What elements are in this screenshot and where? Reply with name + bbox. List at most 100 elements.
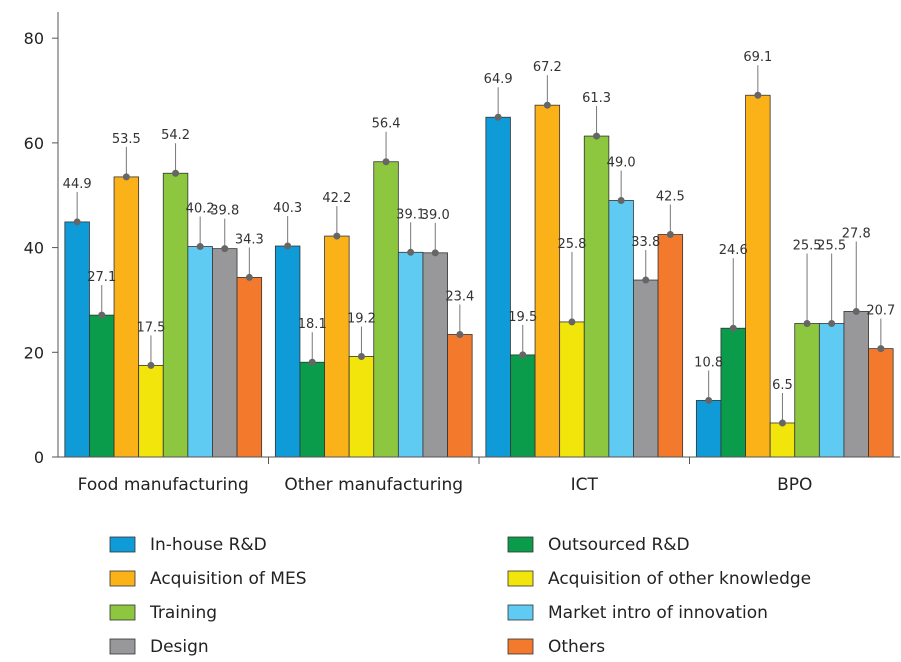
data-label: 39.0 bbox=[421, 208, 450, 223]
data-point-marker bbox=[852, 307, 860, 315]
bar bbox=[745, 94, 771, 458]
data-point-marker bbox=[617, 196, 625, 204]
legend-swatch bbox=[507, 638, 534, 655]
bar bbox=[794, 323, 820, 458]
data-label: 6.5 bbox=[772, 378, 793, 393]
data-point-marker bbox=[543, 101, 551, 109]
bar bbox=[485, 116, 511, 458]
data-label: 67.2 bbox=[533, 60, 562, 75]
bar bbox=[348, 356, 375, 458]
bar bbox=[113, 176, 140, 458]
bar bbox=[138, 364, 164, 458]
data-label: 49.0 bbox=[607, 155, 636, 170]
data-label: 27.1 bbox=[87, 270, 116, 285]
bar bbox=[373, 161, 399, 458]
data-label: 61.3 bbox=[582, 91, 611, 106]
y-tick-label: 60 bbox=[24, 134, 44, 153]
data-label: 54.2 bbox=[161, 128, 190, 143]
bar bbox=[236, 277, 263, 458]
data-label: 25.5 bbox=[817, 239, 846, 254]
bar bbox=[657, 234, 684, 458]
data-label: 69.1 bbox=[743, 50, 772, 65]
data-label: 17.5 bbox=[136, 320, 165, 335]
x-category-label: Food manufacturing bbox=[78, 475, 249, 495]
data-point-marker bbox=[333, 232, 341, 240]
legend-label: In-house R&D bbox=[150, 535, 267, 555]
data-point-marker bbox=[754, 91, 762, 99]
bar bbox=[324, 235, 350, 458]
legend-label: Acquisition of MES bbox=[150, 569, 307, 589]
bar bbox=[843, 311, 869, 458]
data-point-marker bbox=[666, 231, 674, 238]
bar bbox=[422, 252, 448, 458]
legend: In-house R&D Outsourced R&D Acquisition of… bbox=[109, 535, 811, 657]
legend-swatch bbox=[109, 604, 136, 621]
legend-swatch bbox=[507, 536, 534, 553]
data-label: 20.7 bbox=[866, 304, 895, 319]
data-point-marker bbox=[877, 345, 885, 353]
data-point-marker bbox=[122, 173, 130, 181]
data-point-marker bbox=[98, 311, 106, 319]
legend-label: Design bbox=[150, 637, 209, 657]
data-point-marker bbox=[407, 248, 415, 256]
legend-swatch bbox=[109, 570, 136, 587]
data-label: 40.3 bbox=[273, 201, 302, 216]
data-point-marker bbox=[778, 419, 786, 427]
bar bbox=[695, 400, 722, 458]
bar bbox=[397, 251, 424, 458]
data-point-marker bbox=[593, 132, 601, 140]
data-point-marker bbox=[705, 396, 713, 404]
bar bbox=[868, 348, 894, 458]
bar bbox=[583, 135, 610, 458]
data-label: 64.9 bbox=[484, 72, 513, 87]
data-point-marker bbox=[519, 351, 527, 359]
bar bbox=[818, 323, 845, 458]
data-point-marker bbox=[284, 242, 292, 250]
legend-swatch bbox=[507, 570, 534, 587]
data-label: 34.3 bbox=[235, 232, 264, 247]
x-category-label: BPO bbox=[777, 475, 812, 495]
data-point-marker bbox=[494, 113, 502, 121]
bar bbox=[534, 104, 561, 458]
y-tick-label: 40 bbox=[24, 239, 44, 258]
bar bbox=[187, 246, 213, 458]
data-label: 39.1 bbox=[396, 207, 425, 222]
data-point-marker bbox=[803, 320, 811, 327]
data-label: 40.2 bbox=[186, 202, 215, 217]
bar bbox=[212, 248, 238, 458]
bar bbox=[633, 279, 659, 458]
bar bbox=[769, 422, 796, 458]
data-label: 44.9 bbox=[63, 177, 92, 192]
data-point-marker bbox=[172, 169, 180, 177]
data-point-marker bbox=[221, 245, 229, 253]
legend-label: Outsourced R&D bbox=[548, 535, 690, 555]
data-label: 42.2 bbox=[322, 191, 351, 206]
legend-label: Market intro of innovation bbox=[548, 603, 768, 623]
data-label: 56.4 bbox=[372, 117, 401, 132]
data-label: 24.6 bbox=[719, 243, 748, 258]
data-point-marker bbox=[729, 324, 737, 332]
data-label: 19.2 bbox=[347, 311, 376, 326]
y-tick-label: 0 bbox=[34, 448, 44, 467]
bar bbox=[162, 172, 189, 458]
bar bbox=[510, 354, 536, 458]
legend-label: Acquisition of other knowledge bbox=[548, 569, 811, 589]
data-label: 25.8 bbox=[557, 237, 586, 252]
data-point-marker bbox=[642, 276, 650, 284]
y-tick-label: 20 bbox=[24, 343, 44, 362]
data-point-marker bbox=[382, 158, 390, 166]
data-point-marker bbox=[73, 218, 81, 226]
bar bbox=[447, 334, 473, 458]
data-label: 18.1 bbox=[298, 317, 327, 332]
x-category-label: Other manufacturing bbox=[284, 475, 463, 495]
data-point-marker bbox=[568, 318, 576, 326]
legend-swatch bbox=[109, 638, 136, 655]
data-label: 19.5 bbox=[508, 310, 537, 325]
data-point-marker bbox=[196, 243, 204, 251]
data-point-marker bbox=[245, 273, 253, 281]
bar bbox=[89, 314, 115, 458]
x-category-label: ICT bbox=[571, 475, 599, 495]
data-point-marker bbox=[147, 361, 155, 369]
data-label: 27.8 bbox=[842, 226, 871, 241]
